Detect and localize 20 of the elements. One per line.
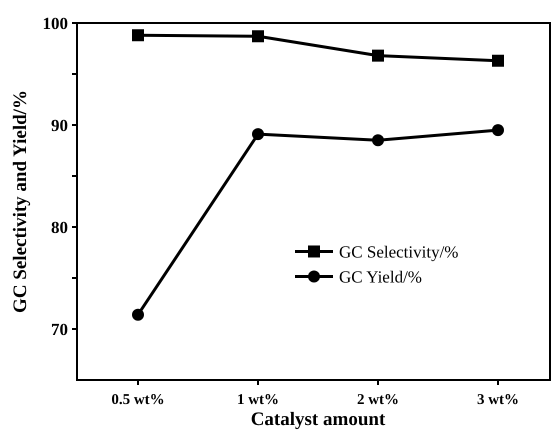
x-tick-label: 3 wt% [476,392,520,408]
point [372,50,384,62]
x-tick-label: 0.5 wt% [111,392,165,408]
point [492,54,504,67]
y-tick-label: 80 [51,218,68,237]
point [132,308,144,321]
y-axis-title: GC Selectivity and Yield/% [10,90,31,313]
x-tick-label: 2 wt% [356,392,400,408]
point [492,124,504,136]
x-tick-label: 1 wt% [236,392,280,408]
legend-label: GC Selectivity/% [339,242,458,262]
point [252,30,264,42]
y-tick-label: 70 [51,320,68,339]
y-tick-label: 100 [42,14,68,33]
point [372,134,384,146]
point [132,29,144,42]
x-axis-title: Catalyst amount [250,409,386,430]
point [252,128,264,140]
legend-label: GC Yield/% [339,267,422,286]
y-tick-label: 90 [51,116,68,135]
